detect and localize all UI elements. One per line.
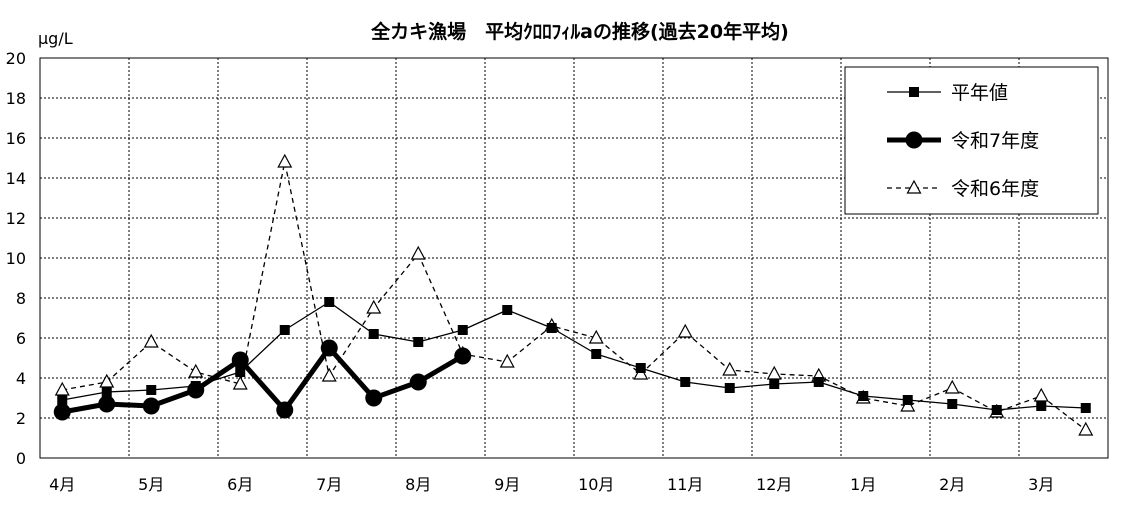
y-tick-label: 20 <box>6 49 26 68</box>
data-point <box>231 351 249 369</box>
data-point <box>324 297 335 307</box>
y-tick-label: 14 <box>6 169 26 188</box>
y-axis: 0 2 4 6 8 10 12 14 16 18 20 <box>6 49 26 468</box>
x-tick-label: 4月 <box>49 475 75 494</box>
legend-label: 令和7年度 <box>951 130 1039 152</box>
series-line <box>62 301 1086 411</box>
x-tick-label: 2月 <box>939 475 965 494</box>
series-line <box>62 161 1087 431</box>
data-point <box>769 379 780 389</box>
data-point <box>944 379 960 394</box>
y-axis-unit-label: μg/L <box>38 29 73 48</box>
data-point <box>410 245 426 260</box>
x-axis: 4月 5月 6月 7月 8月 9月 10月 11月 12月 1月 2月 3月 <box>49 475 1054 494</box>
data-point <box>991 405 1002 415</box>
data-point <box>413 337 424 347</box>
data-point <box>98 395 116 413</box>
data-point <box>1080 403 1091 413</box>
x-tick-label: 12月 <box>756 475 792 494</box>
series-2 <box>53 339 472 421</box>
data-point <box>858 391 869 401</box>
x-tick-label: 10月 <box>578 475 614 494</box>
grid <box>40 58 1108 458</box>
y-tick-label: 6 <box>16 329 26 348</box>
data-point <box>1078 421 1094 436</box>
data-point <box>588 329 604 344</box>
chart-title: 全カキ漁場 平均ｸﾛﾛﾌｨﾙaの推移(過去20年平均) <box>370 20 789 43</box>
y-tick-label: 10 <box>6 249 26 268</box>
data-point <box>454 347 472 365</box>
x-tick-label: 9月 <box>494 475 520 494</box>
y-tick-label: 2 <box>16 409 26 428</box>
x-tick-label: 3月 <box>1028 475 1054 494</box>
x-tick-label: 6月 <box>227 475 253 494</box>
data-point <box>680 377 691 387</box>
data-point <box>677 323 693 338</box>
data-point <box>902 395 913 405</box>
series-layer <box>53 153 1094 436</box>
data-point <box>499 353 515 368</box>
legend-label: 平年値 <box>951 82 1008 104</box>
data-point <box>591 349 602 359</box>
x-tick-label: 5月 <box>138 475 164 494</box>
data-point <box>188 363 204 378</box>
legend-marker <box>905 131 923 149</box>
y-tick-label: 16 <box>6 129 26 148</box>
data-point <box>766 365 782 380</box>
x-tick-label: 11月 <box>667 475 703 494</box>
series-line <box>61 345 465 415</box>
data-point <box>101 387 112 397</box>
data-point <box>365 389 383 407</box>
y-tick-label: 4 <box>16 369 26 388</box>
y-tick-label: 8 <box>16 289 26 308</box>
data-point <box>53 403 71 421</box>
data-point <box>277 153 293 168</box>
data-point <box>546 323 557 333</box>
data-point <box>187 381 205 399</box>
legend-label: 令和6年度 <box>951 178 1039 200</box>
data-point <box>99 373 115 388</box>
data-point <box>722 361 738 376</box>
plot-area <box>39 57 1109 459</box>
data-point <box>142 397 160 415</box>
data-point <box>635 363 646 373</box>
data-point <box>947 399 958 409</box>
x-tick-label: 7月 <box>316 475 342 494</box>
legend-entry: 令和7年度 <box>887 130 1039 152</box>
data-point <box>143 333 159 348</box>
data-point <box>321 367 337 382</box>
legend-entry: 平年値 <box>887 82 1008 104</box>
data-point <box>276 401 294 419</box>
legend-marker <box>906 179 922 194</box>
y-tick-label: 18 <box>6 89 26 108</box>
data-point <box>457 325 468 335</box>
data-point <box>146 385 157 395</box>
data-point <box>320 339 338 357</box>
data-point <box>366 299 382 314</box>
data-point <box>279 325 290 335</box>
data-point <box>1036 401 1047 411</box>
data-point <box>232 375 248 390</box>
data-point <box>724 383 735 393</box>
data-point <box>235 367 246 377</box>
y-tick-label: 12 <box>6 209 26 228</box>
x-tick-label: 8月 <box>405 475 431 494</box>
y-tick-label: 0 <box>16 449 26 468</box>
data-point <box>813 377 824 387</box>
data-point <box>409 373 427 391</box>
data-point <box>1033 387 1049 402</box>
data-point <box>57 395 68 405</box>
x-tick-label: 1月 <box>850 475 876 494</box>
data-point <box>368 329 379 339</box>
legend-entry: 令和6年度 <box>887 178 1039 200</box>
legend-marker <box>909 87 919 97</box>
data-point <box>502 305 513 315</box>
